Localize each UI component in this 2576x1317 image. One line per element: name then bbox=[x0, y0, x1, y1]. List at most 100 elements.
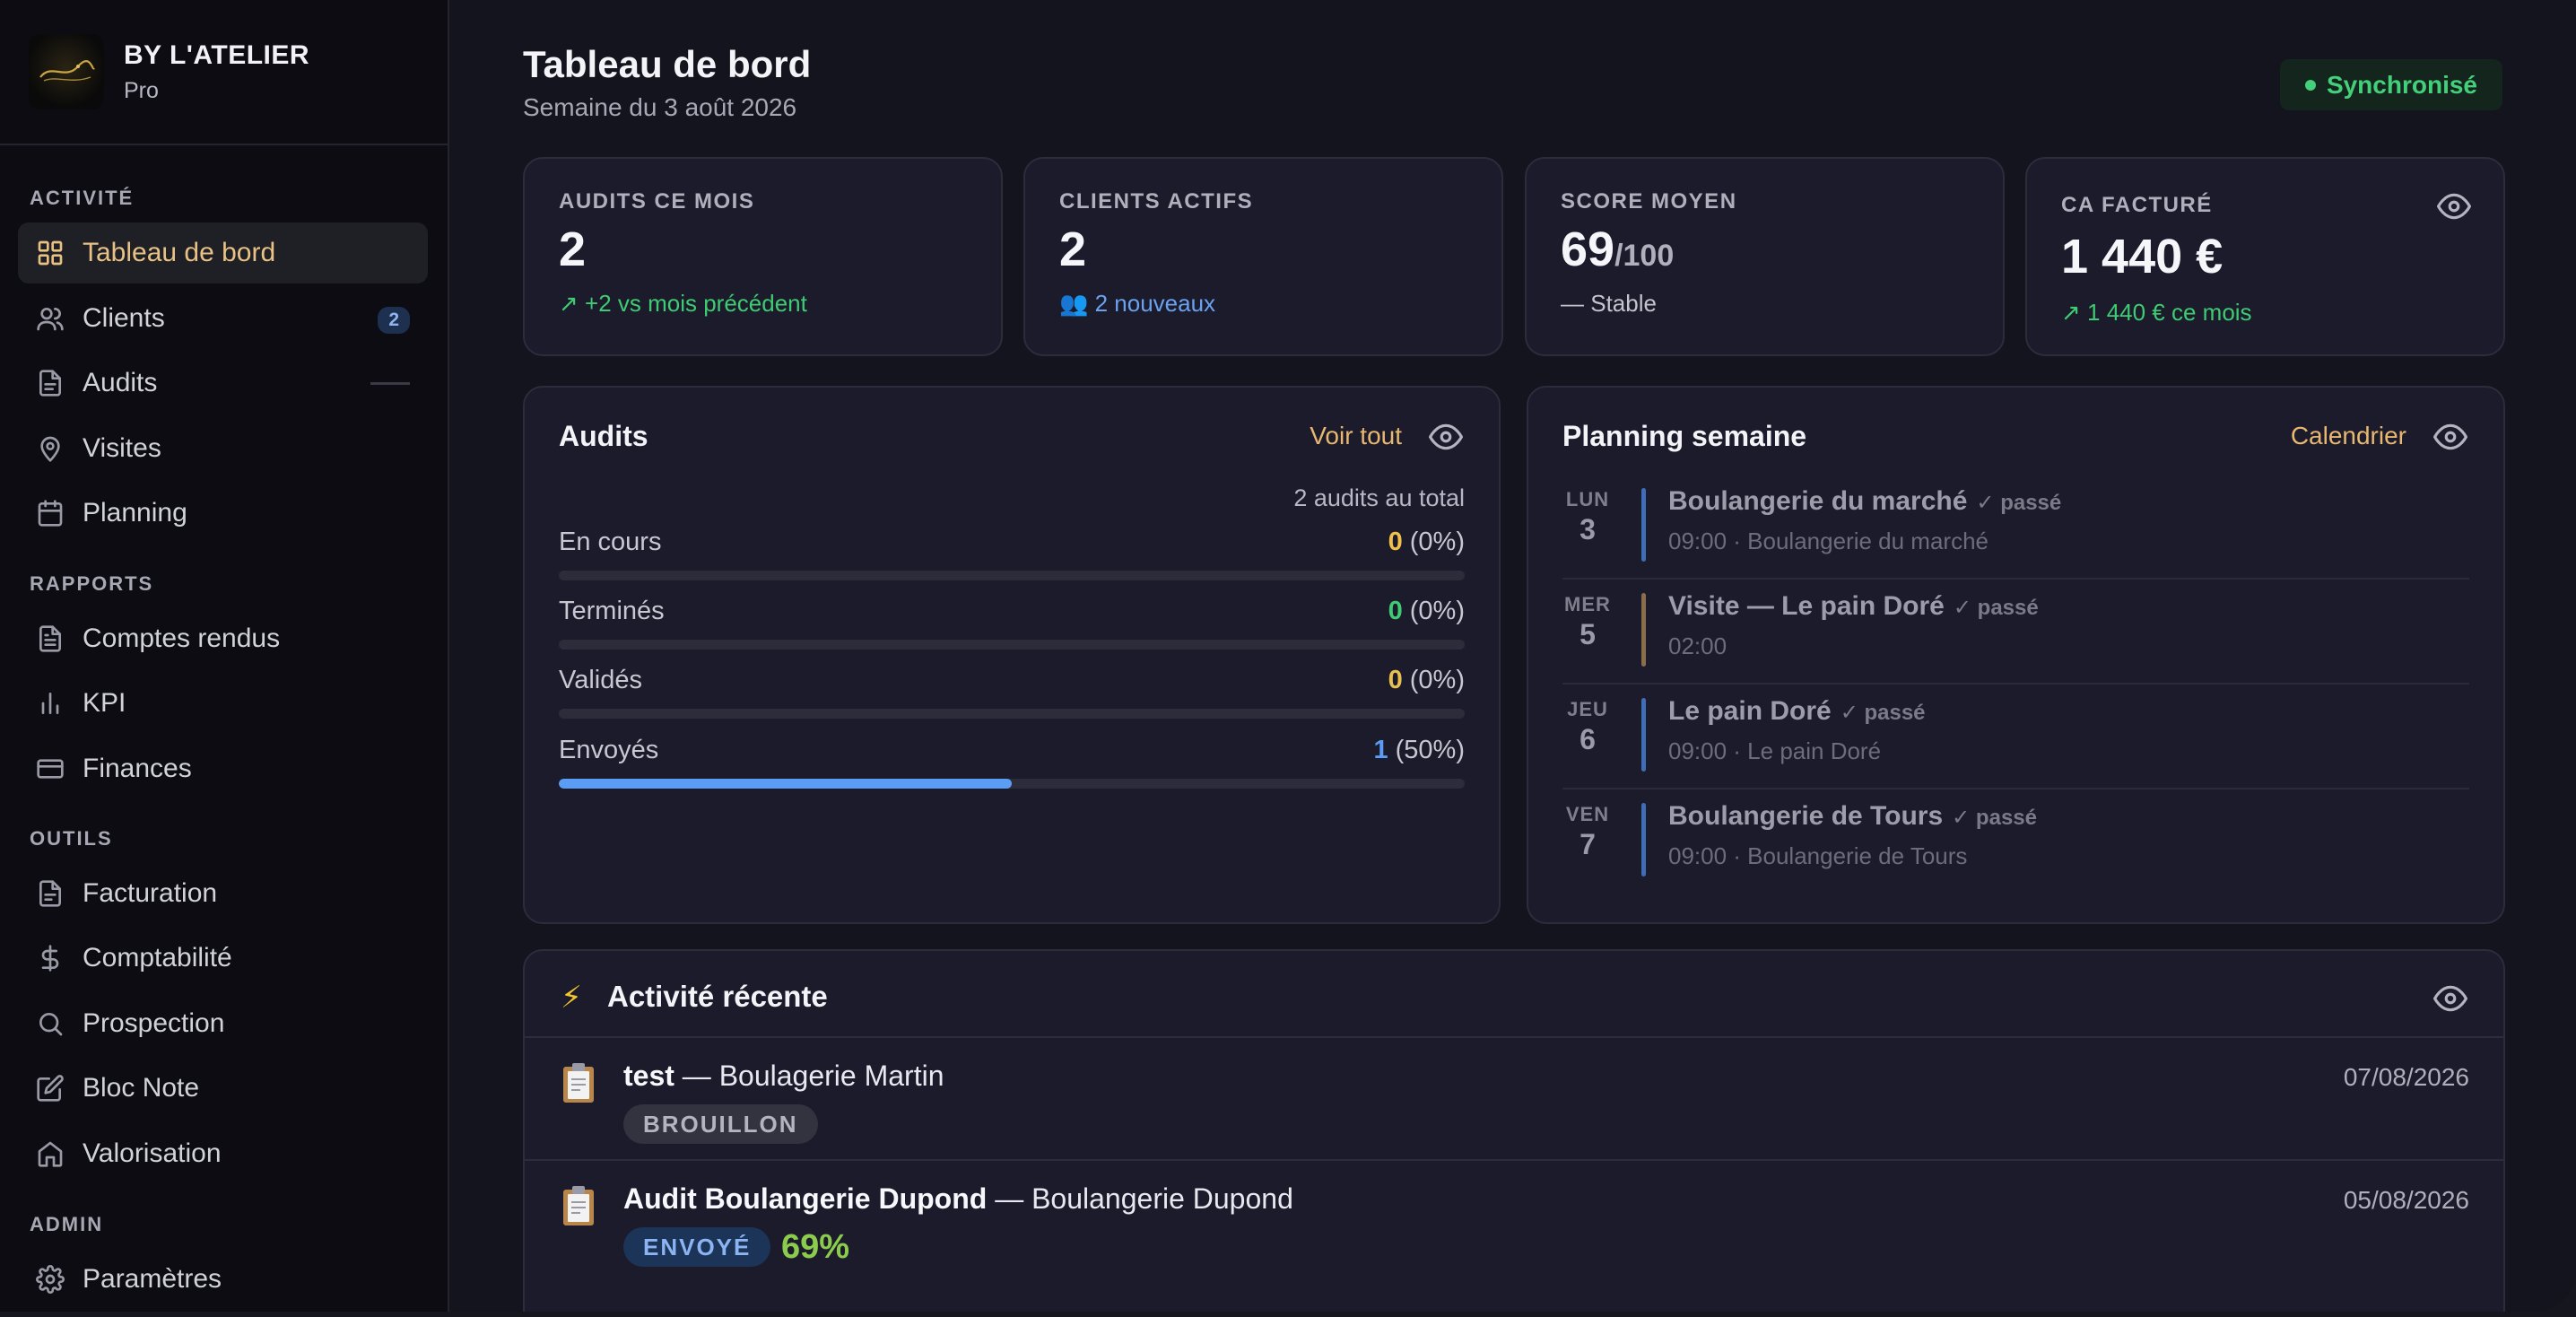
planning-row[interactable]: JEU 6 Le pain Doré ✓ passé 09:00 · Le pain D… bbox=[1562, 685, 2469, 789]
planning-day: LUN 3 bbox=[1562, 488, 1613, 546]
sidebar-item-audits[interactable]: Audits bbox=[18, 353, 428, 414]
sidebar-item-label: Prospection bbox=[83, 1008, 225, 1038]
grid-icon bbox=[34, 237, 66, 269]
page-title: Tableau de bord bbox=[523, 43, 812, 85]
eye-icon[interactable] bbox=[2432, 981, 2468, 1020]
sidebar-item-visites[interactable]: Visites bbox=[18, 418, 428, 479]
nav-section-admin: ADMIN bbox=[30, 1213, 104, 1235]
calendrier-link[interactable]: Calendrier bbox=[2290, 422, 2406, 449]
activity-client: — Boulangerie Dupond bbox=[987, 1182, 1293, 1215]
eye-icon[interactable] bbox=[2436, 189, 2472, 228]
score-unit: /100 bbox=[1614, 239, 1675, 273]
eye-icon[interactable] bbox=[2432, 420, 2468, 458]
sidebar-item-comptabilite[interactable]: Comptabilité bbox=[18, 928, 428, 989]
stat-label: CA FACTURÉ bbox=[2061, 193, 2213, 217]
audit-count-value: 0 bbox=[1388, 528, 1403, 556]
main-content: Tableau de bord Semaine du 3 août 2026 S… bbox=[449, 0, 2576, 1312]
audit-count-pct: (0%) bbox=[1409, 597, 1465, 625]
nav-section-rapports: RAPPORTS bbox=[30, 572, 154, 595]
sidebar-item-label: Planning bbox=[83, 498, 187, 528]
stat-value: 1 440 € bbox=[2061, 230, 2224, 283]
home-icon bbox=[34, 1138, 66, 1170]
audit-count-value: 0 bbox=[1388, 666, 1403, 694]
planning-color-bar bbox=[1641, 698, 1646, 772]
activity-item[interactable]: test — Boulagerie Martin 07/08/2026 BROUIL… bbox=[525, 1036, 2503, 1159]
lightning-icon: ⚡ bbox=[561, 981, 582, 1015]
stat-note: 👥 2 nouveaux bbox=[1059, 290, 1216, 317]
sidebar-item-label: Paramètres bbox=[83, 1264, 222, 1294]
planning-event-name: Boulangerie de Tours bbox=[1668, 801, 1944, 831]
planning-row[interactable]: MER 5 Visite — Le pain Doré ✓ passé 02:00 bbox=[1562, 580, 2469, 685]
stat-card-revenue[interactable]: CA FACTURÉ 1 440 € ↗ 1 440 € ce mois bbox=[2025, 157, 2505, 356]
sidebar-item-kpi[interactable]: KPI bbox=[18, 673, 428, 734]
activity-item[interactable]: Audit Boulangerie Dupond — Boulangerie D… bbox=[525, 1159, 2503, 1282]
stat-card-clients[interactable]: CLIENTS ACTIFS 2 👥 2 nouveaux bbox=[1023, 157, 1503, 356]
sidebar-item-finances[interactable]: Finances bbox=[18, 738, 428, 799]
sidebar-item-facturation[interactable]: Facturation bbox=[18, 863, 428, 924]
planning-subtitle: 09:00 · Boulangerie de Tours bbox=[1668, 842, 1968, 869]
stat-card-audits[interactable]: AUDITS CE MOIS 2 ↗ +2 vs mois précédent bbox=[523, 157, 1003, 356]
sidebar-item-parametres[interactable]: Paramètres bbox=[18, 1249, 428, 1310]
sidebar-item-valorisation[interactable]: Valorisation bbox=[18, 1123, 428, 1184]
sidebar-item-label: Visites bbox=[83, 433, 161, 463]
eye-icon[interactable] bbox=[1428, 420, 1464, 458]
sidebar-item-comptes-rendus[interactable]: Comptes rendus bbox=[18, 608, 428, 669]
passed-badge: ✓ passé bbox=[1952, 806, 2037, 830]
stat-note: — Stable bbox=[1561, 290, 1657, 317]
sidebar-item-bloc-note[interactable]: Bloc Note bbox=[18, 1058, 428, 1119]
planning-title: Boulangerie du marché ✓ passé bbox=[1668, 486, 2061, 517]
passed-badge: ✓ passé bbox=[1976, 491, 2062, 515]
sidebar-item-planning[interactable]: Planning bbox=[18, 483, 428, 544]
brand-logo-icon bbox=[29, 34, 104, 109]
audit-status-label: Validés bbox=[559, 666, 642, 694]
brand-name: BY L'ATELIER bbox=[124, 39, 310, 70]
nav-section-activite: ACTIVITÉ bbox=[30, 187, 135, 209]
activity-date: 07/08/2026 bbox=[2343, 1063, 2469, 1091]
stat-value: 2 bbox=[1059, 222, 1087, 276]
credit-card-icon bbox=[34, 753, 66, 785]
gear-icon bbox=[34, 1263, 66, 1295]
clients-count-badge: 2 bbox=[378, 307, 410, 334]
voir-tout-link[interactable]: Voir tout bbox=[1310, 422, 1402, 449]
audit-progress-track bbox=[559, 571, 1465, 580]
planning-weekday: JEU bbox=[1567, 698, 1608, 720]
planning-day: MER 5 bbox=[1562, 593, 1613, 651]
clipboard-icon bbox=[563, 1186, 594, 1225]
bar-chart-icon bbox=[34, 687, 66, 720]
activity-name: Audit Boulangerie Dupond bbox=[623, 1182, 988, 1215]
stat-card-score[interactable]: SCORE MOYEN 69/100 — Stable bbox=[1525, 157, 2005, 356]
clipboard-icon bbox=[563, 1063, 594, 1103]
brand-header[interactable]: BY L'ATELIER Pro bbox=[0, 0, 448, 145]
planning-subtitle: 02:00 bbox=[1668, 632, 1727, 659]
stat-note: ↗ +2 vs mois précédent bbox=[559, 290, 807, 317]
planning-day: VEN 7 bbox=[1562, 803, 1613, 861]
status-badge: ENVOYÉ bbox=[623, 1227, 771, 1267]
planning-row[interactable]: LUN 3 Boulangerie du marché ✓ passé 09:00 · … bbox=[1562, 475, 2469, 580]
audit-status-row: Validés 0 (0%) bbox=[559, 666, 1465, 720]
stat-value: 2 bbox=[559, 222, 587, 276]
audit-status-row: En cours 0 (0%) bbox=[559, 528, 1465, 581]
activity-score: 69% bbox=[781, 1228, 850, 1266]
page-subtitle: Semaine du 3 août 2026 bbox=[523, 93, 797, 121]
sidebar: BY L'ATELIER Pro ACTIVITÉ Tableau de bor… bbox=[0, 0, 449, 1312]
sidebar-item-prospection[interactable]: Prospection bbox=[18, 993, 428, 1054]
audit-status-label: En cours bbox=[559, 528, 662, 556]
planning-color-bar bbox=[1641, 803, 1646, 877]
sidebar-item-clients[interactable]: Clients 2 bbox=[18, 288, 428, 349]
planning-date: 5 bbox=[1580, 618, 1596, 650]
planning-subtitle: 09:00 · Le pain Doré bbox=[1668, 737, 1882, 764]
planning-event-name: Visite — Le pain Doré bbox=[1668, 591, 1945, 621]
sidebar-item-tableau-de-bord[interactable]: Tableau de bord bbox=[18, 222, 428, 283]
audit-progress-track bbox=[559, 779, 1465, 789]
planning-row[interactable]: VEN 7 Boulangerie de Tours ✓ passé 09:00 · B… bbox=[1562, 790, 2469, 894]
audit-status-count: 0 (0%) bbox=[1388, 528, 1465, 557]
audits-total: 2 audits au total bbox=[1293, 484, 1465, 511]
planning-day: JEU 6 bbox=[1562, 698, 1613, 756]
edit-icon bbox=[34, 1072, 66, 1104]
audit-status-count: 0 (0%) bbox=[1388, 666, 1465, 695]
planning-event-name: Boulangerie du marché bbox=[1668, 486, 1968, 516]
sync-status-label: Synchronisé bbox=[2326, 70, 2477, 99]
activity-panel: ⚡ Activité récente test — Boulagerie Mar… bbox=[523, 949, 2505, 1312]
planning-date: 3 bbox=[1580, 513, 1596, 545]
